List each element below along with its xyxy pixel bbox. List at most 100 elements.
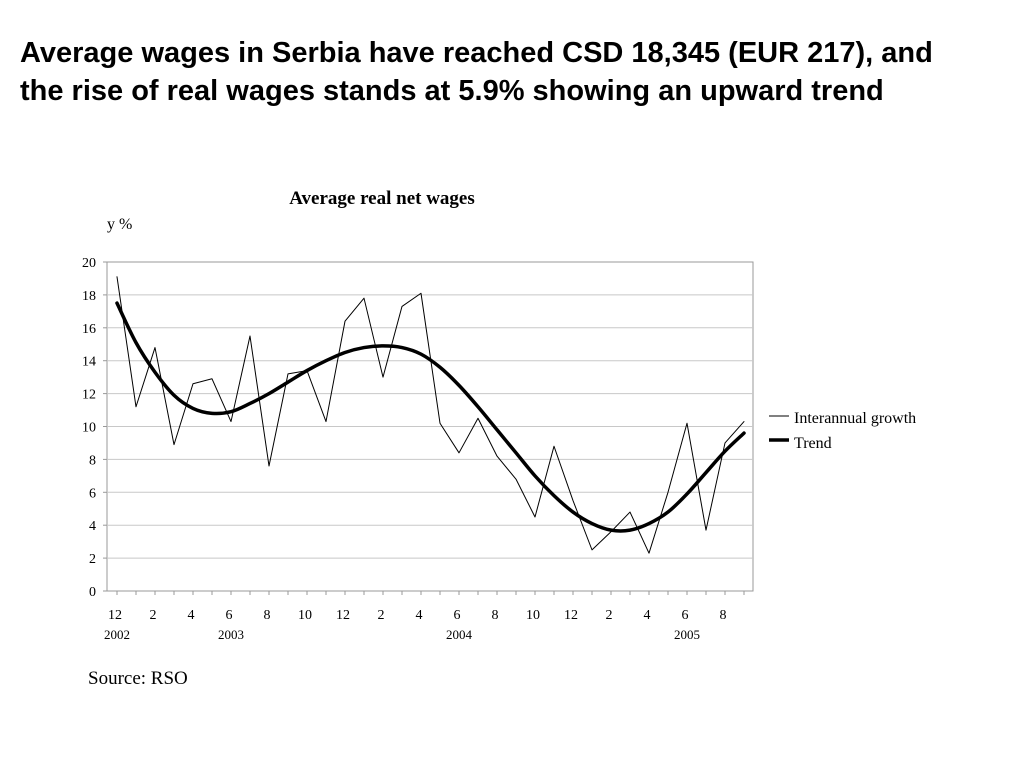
- data-point-trend: [116, 303, 117, 304]
- data-point-trend: [173, 395, 174, 396]
- data-point-interannual-growth: [572, 500, 573, 501]
- x-tick-label: 6: [226, 608, 233, 623]
- data-point-interannual-growth: [591, 549, 592, 550]
- y-tick-label: 10: [82, 421, 96, 436]
- data-point-trend: [572, 511, 573, 512]
- data-point-trend: [515, 452, 516, 453]
- data-point-interannual-growth: [534, 516, 535, 517]
- data-point-interannual-growth: [344, 321, 345, 322]
- data-point-trend: [439, 367, 440, 368]
- x-tick-label: 6: [454, 608, 461, 623]
- data-point-trend: [382, 345, 383, 346]
- data-point-trend: [192, 408, 193, 409]
- data-point-trend: [287, 381, 288, 382]
- data-point-trend: [743, 432, 744, 433]
- year-label: 2002: [104, 627, 130, 642]
- x-tick-label: 4: [188, 608, 195, 623]
- data-point-interannual-growth: [439, 423, 440, 424]
- data-point-trend: [496, 429, 497, 430]
- data-point-interannual-growth: [553, 446, 554, 447]
- x-tick-label: 2: [150, 608, 157, 623]
- data-point-trend: [211, 413, 212, 414]
- y-tick-label: 8: [89, 453, 96, 468]
- data-point-interannual-growth: [401, 306, 402, 307]
- data-point-trend: [363, 347, 364, 348]
- data-point-interannual-growth: [686, 423, 687, 424]
- legend-label-interannual-growth: Interannual growth: [794, 410, 916, 427]
- y-tick-label: 2: [89, 552, 96, 567]
- data-point-trend: [724, 451, 725, 452]
- x-tick-label: 10: [298, 608, 312, 623]
- legend: Interannual growth Trend: [769, 410, 916, 452]
- data-point-interannual-growth: [211, 378, 212, 379]
- data-point-trend: [458, 385, 459, 386]
- data-point-trend: [534, 475, 535, 476]
- series-line-trend: [115, 301, 746, 533]
- data-point-trend: [648, 523, 649, 524]
- data-point-interannual-growth: [116, 276, 117, 277]
- legend-label-trend: Trend: [794, 435, 832, 452]
- x-tick-label: 12: [108, 608, 122, 623]
- x-tick-label: 10: [526, 608, 540, 623]
- x-tick-label: 8: [264, 608, 271, 623]
- data-point-trend: [154, 372, 155, 373]
- y-tick-label: 18: [82, 289, 96, 304]
- x-tick-label: 2: [378, 608, 385, 623]
- data-point-trend: [135, 342, 136, 343]
- source-note: Source: RSO: [88, 668, 188, 689]
- data-point-trend: [705, 472, 706, 473]
- data-point-trend: [610, 530, 611, 531]
- y-ticks: 0 2 4 6 8 10 12 14 16 18 20: [82, 256, 107, 600]
- data-point-interannual-growth: [230, 421, 231, 422]
- x-tick-label: 8: [720, 608, 727, 623]
- year-labels: 2002 2003 2004 2005: [104, 627, 700, 642]
- y-tick-label: 14: [82, 355, 96, 370]
- data-point-interannual-growth: [287, 373, 288, 374]
- data-point-interannual-growth: [705, 530, 706, 531]
- data-point-trend: [325, 360, 326, 361]
- x-tick-label: 12: [564, 608, 578, 623]
- data-point-interannual-growth: [249, 335, 250, 336]
- y-tick-label: 6: [89, 486, 96, 501]
- data-point-interannual-growth: [192, 383, 193, 384]
- data-point-interannual-growth: [648, 553, 649, 554]
- x-tick-label: 8: [492, 608, 499, 623]
- data-point-interannual-growth: [477, 418, 478, 419]
- data-point-interannual-growth: [496, 456, 497, 457]
- data-point-interannual-growth: [135, 406, 136, 407]
- data-point-trend: [249, 403, 250, 404]
- data-point-interannual-growth: [268, 465, 269, 466]
- y-tick-label: 20: [82, 256, 96, 271]
- data-point-trend: [686, 493, 687, 494]
- data-point-trend: [420, 354, 421, 355]
- y-tick-label: 12: [82, 388, 96, 403]
- x-ticks: 12 2 4 6 8 10 12 2 4 6 8 10 12 2 4 6 8: [108, 591, 745, 623]
- data-point-trend: [629, 530, 630, 531]
- data-point-interannual-growth: [458, 452, 459, 453]
- y-tick-label: 16: [82, 322, 96, 337]
- data-point-trend: [401, 347, 402, 348]
- x-tick-label: 4: [416, 608, 423, 623]
- data-point-interannual-growth: [173, 444, 174, 445]
- x-tick-label: 12: [336, 608, 350, 623]
- y-tick-label: 4: [89, 519, 96, 534]
- data-point-interannual-growth: [724, 442, 725, 443]
- y-axis-label: y %: [107, 216, 132, 233]
- year-label: 2005: [674, 627, 700, 642]
- data-point-trend: [268, 393, 269, 394]
- x-tick-label: 4: [644, 608, 651, 623]
- year-label: 2004: [446, 627, 473, 642]
- data-point-interannual-growth: [743, 421, 744, 422]
- data-point-trend: [477, 406, 478, 407]
- data-point-interannual-growth: [382, 377, 383, 378]
- data-point-trend: [591, 523, 592, 524]
- data-point-interannual-growth: [515, 479, 516, 480]
- chart-title: Average real net wages: [289, 188, 475, 209]
- data-point-trend: [230, 411, 231, 412]
- data-point-trend: [667, 511, 668, 512]
- x-tick-label: 2: [606, 608, 613, 623]
- data-point-interannual-growth: [629, 511, 630, 512]
- data-point-interannual-growth: [154, 347, 155, 348]
- data-point-interannual-growth: [667, 492, 668, 493]
